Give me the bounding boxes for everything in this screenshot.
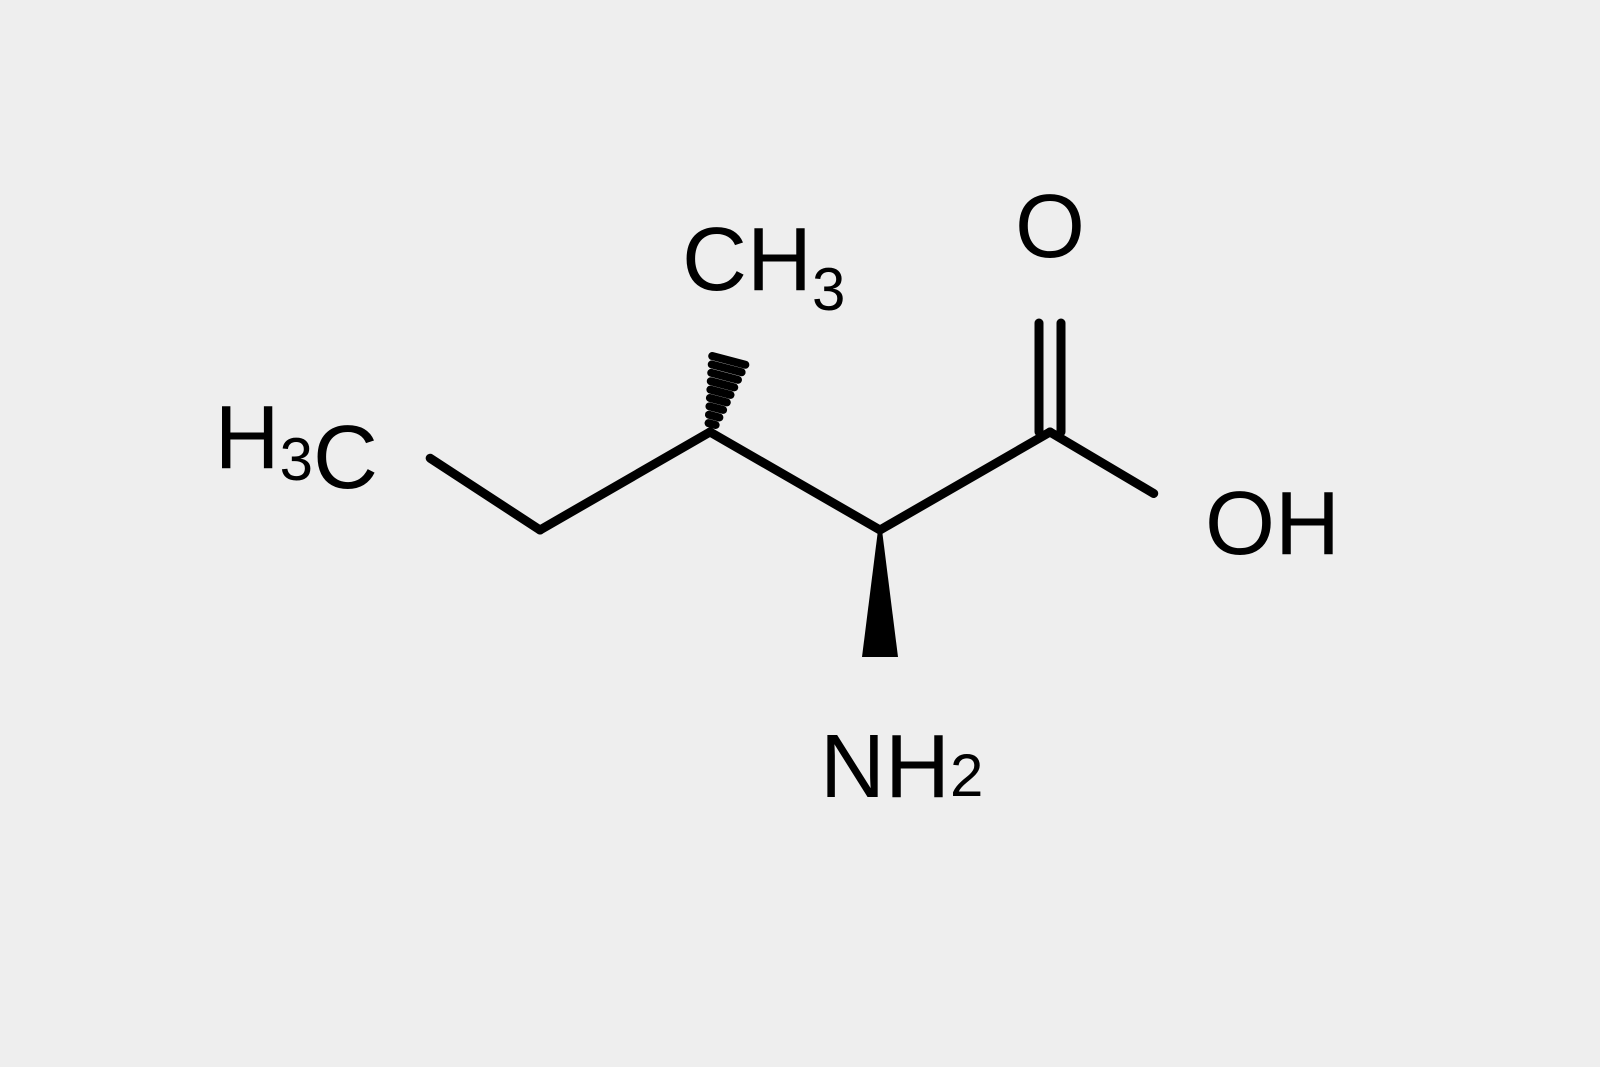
atom-label-oh: OH	[1205, 474, 1340, 574]
canvas: H3C CH3 NH2 O OH	[0, 0, 1600, 1067]
atom-label-nh2: NH2	[820, 717, 983, 817]
atom-labels: H3C CH3 NH2 O OH	[215, 177, 1340, 817]
atom-label-o_dbl: O	[1015, 177, 1085, 277]
molecule-diagram: H3C CH3 NH2 O OH	[0, 0, 1600, 1067]
atom-label-h3c_left: H3C	[215, 388, 378, 508]
bonds	[430, 323, 1154, 657]
atom-label-ch3_methyl: CH3	[682, 210, 845, 323]
